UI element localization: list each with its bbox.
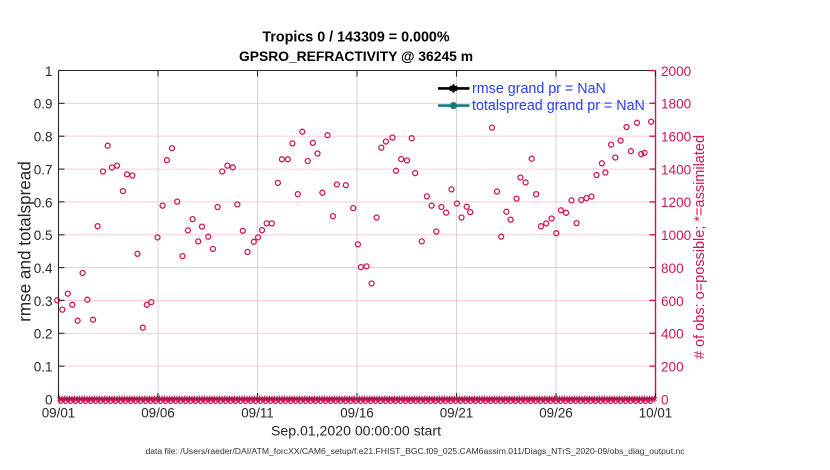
svg-text:09/16: 09/16: [340, 405, 374, 420]
svg-text:totalspread grand pr = NaN: totalspread grand pr = NaN: [472, 98, 645, 114]
svg-text:Sep.01,2020 00:00:00 start: Sep.01,2020 00:00:00 start: [271, 423, 441, 439]
svg-text:0.8: 0.8: [34, 130, 53, 145]
svg-text:400: 400: [661, 327, 684, 342]
svg-text:09/06: 09/06: [141, 405, 175, 420]
svg-text:1800: 1800: [661, 97, 692, 112]
svg-text:1400: 1400: [661, 162, 692, 177]
svg-text:0.5: 0.5: [34, 228, 53, 243]
svg-text:09/21: 09/21: [440, 405, 474, 420]
svg-text:0: 0: [45, 392, 53, 407]
svg-text:0.4: 0.4: [34, 261, 53, 276]
svg-text:0.7: 0.7: [34, 163, 53, 178]
svg-text:Tropics 0 / 143309 = 0.000%: Tropics 0 / 143309 = 0.000%: [262, 30, 449, 46]
svg-text:1200: 1200: [661, 195, 692, 210]
svg-text:10/01: 10/01: [639, 405, 673, 420]
svg-text:200: 200: [661, 359, 684, 374]
svg-text:0.6: 0.6: [34, 195, 53, 210]
svg-text:0.3: 0.3: [34, 294, 53, 309]
svg-text:# of obs: o=possible; *=assimi: # of obs: o=possible; *=assimilated: [692, 135, 708, 359]
svg-text:09/01: 09/01: [42, 405, 76, 420]
svg-text:GPSRO_REFRACTIVITY @ 36245 m: GPSRO_REFRACTIVITY @ 36245 m: [239, 48, 473, 64]
svg-text:1000: 1000: [661, 228, 692, 243]
svg-text:2000: 2000: [661, 64, 692, 79]
svg-text:1: 1: [45, 64, 53, 79]
svg-text:0.2: 0.2: [34, 327, 53, 342]
svg-text:data file: /Users/raeder/DAI/A: data file: /Users/raeder/DAI/ATM_forcXX/…: [145, 446, 685, 456]
svg-text:0.1: 0.1: [34, 360, 53, 375]
svg-text:1600: 1600: [661, 130, 692, 145]
svg-text:600: 600: [661, 294, 684, 309]
svg-text:0.9: 0.9: [34, 97, 53, 112]
svg-text:800: 800: [661, 261, 684, 276]
svg-text:rmse grand pr = NaN: rmse grand pr = NaN: [472, 81, 606, 97]
svg-text:0: 0: [661, 392, 669, 407]
svg-text:09/11: 09/11: [241, 405, 274, 420]
svg-text:rmse and totalspread: rmse and totalspread: [16, 161, 35, 322]
svg-text:09/26: 09/26: [539, 405, 573, 420]
